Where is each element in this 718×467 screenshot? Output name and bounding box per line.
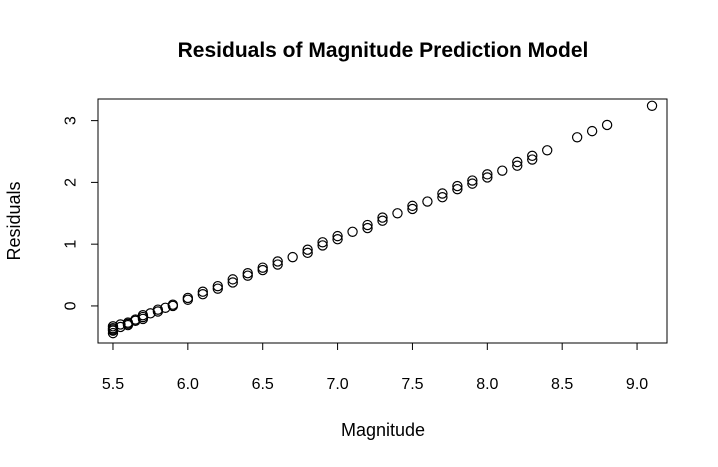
x-tick-label: 6.0 (177, 376, 199, 393)
data-point (646, 100, 658, 111)
y-tick-label: 2 (63, 178, 80, 187)
data-point (527, 150, 538, 162)
data-point (197, 289, 209, 300)
y-tick-label: 3 (63, 116, 80, 125)
data-point (227, 277, 238, 288)
data-point (586, 125, 598, 137)
data-point (362, 222, 373, 234)
data-point (107, 327, 119, 339)
data-point (242, 270, 253, 281)
data-point (542, 145, 553, 156)
data-point (437, 188, 448, 199)
data-point (115, 319, 126, 330)
data-point (197, 286, 209, 297)
data-point (482, 169, 493, 180)
data-point (272, 259, 283, 270)
data-point (242, 267, 253, 279)
data-point (257, 262, 268, 273)
data-point (317, 240, 328, 251)
y-tick-label: 1 (63, 240, 80, 249)
y-tick-label: 0 (63, 301, 80, 310)
data-point (527, 154, 538, 165)
data-point (407, 203, 418, 215)
data-point (212, 283, 223, 294)
data-point (287, 251, 298, 263)
data-point (107, 324, 119, 335)
data-point (512, 160, 523, 171)
data-point (332, 230, 343, 242)
data-point (160, 302, 171, 313)
data-point (302, 247, 313, 259)
x-axis-label: Magnitude (341, 420, 425, 440)
data-point (377, 215, 388, 226)
data-point (167, 299, 179, 310)
x-tick-label: 7.5 (401, 376, 423, 393)
data-point (302, 244, 313, 255)
data-point (437, 192, 448, 203)
data-point (497, 165, 508, 176)
data-point (407, 200, 418, 212)
data-point (137, 310, 149, 321)
data-point (452, 183, 463, 195)
data-point (212, 280, 223, 292)
data-point (392, 208, 403, 219)
x-axis: 5.5 6.0 6.5 7.0 7.5 8.0 8.5 9.0 (102, 342, 648, 393)
data-point (347, 226, 358, 238)
data-point (512, 156, 523, 168)
data-point (362, 219, 373, 231)
x-tick-label: 8.0 (476, 376, 498, 393)
data-point (182, 292, 194, 304)
data-point (317, 237, 328, 248)
data-point (482, 172, 493, 183)
x-tick-label: 5.5 (102, 376, 124, 393)
x-tick-label: 6.5 (252, 376, 274, 393)
data-point (332, 234, 343, 245)
data-point (452, 180, 463, 192)
data-point (571, 132, 583, 143)
data-point (601, 119, 613, 131)
x-tick-label: 9.0 (626, 376, 648, 393)
data-point (467, 175, 478, 186)
data-point (272, 256, 283, 267)
x-tick-label: 8.5 (551, 376, 573, 393)
data-point (422, 196, 433, 207)
data-point (467, 178, 478, 189)
data-point (377, 212, 388, 223)
data-point (107, 321, 119, 332)
data-points (107, 100, 658, 339)
y-axis: 0 1 2 3 (63, 116, 99, 310)
data-point (227, 274, 238, 285)
data-point (257, 264, 268, 276)
data-point (152, 304, 164, 315)
y-axis-label: Residuals (4, 181, 24, 260)
x-tick-label: 7.0 (326, 376, 348, 393)
chart-title: Residuals of Magnitude Prediction Model (178, 39, 589, 62)
